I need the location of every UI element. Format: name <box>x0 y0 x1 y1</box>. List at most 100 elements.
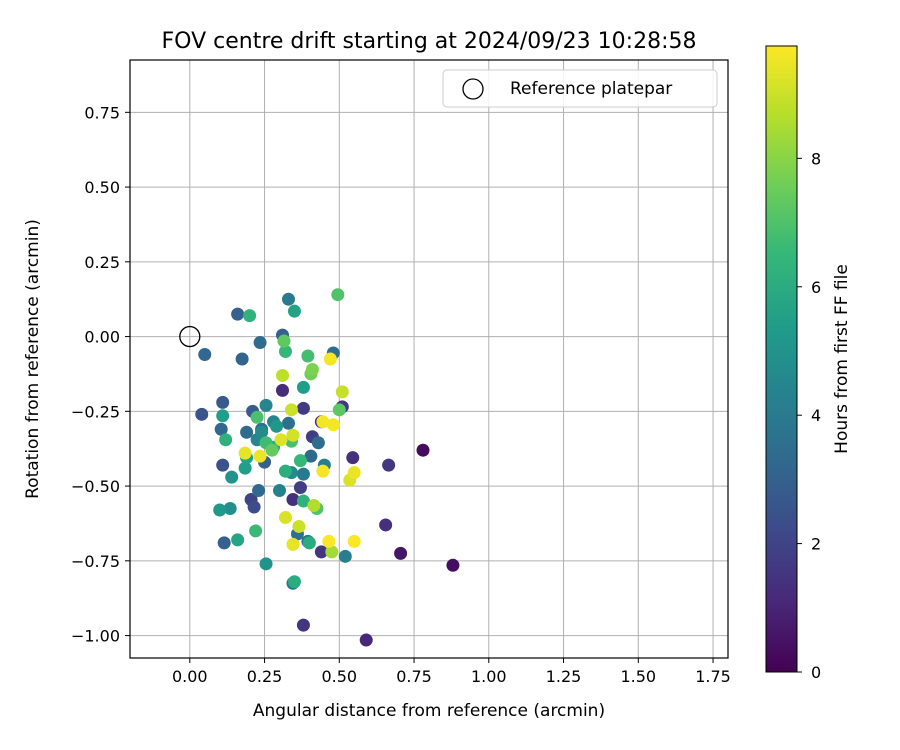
data-point <box>238 446 252 460</box>
data-point <box>323 352 337 366</box>
data-point <box>316 415 330 429</box>
data-point <box>296 467 310 481</box>
x-axis-ticks: 0.00 0.25 0.50 0.75 1.00 1.25 1.50 1.75 <box>172 658 731 686</box>
data-point <box>195 407 209 421</box>
chart-title: FOV centre drift starting at 2024/09/23 … <box>162 29 697 54</box>
y-tick-label: −1.00 <box>71 627 120 646</box>
data-point <box>394 546 408 560</box>
legend-marker-icon <box>462 78 484 100</box>
data-point <box>287 575 301 589</box>
data-point <box>293 454 307 468</box>
data-point <box>316 464 330 478</box>
colorbar-gradient <box>765 45 798 673</box>
x-tick-label: 0.25 <box>247 667 283 686</box>
data-point <box>281 416 295 430</box>
data-point <box>331 288 345 302</box>
data-point <box>259 557 273 571</box>
data-point <box>278 345 292 359</box>
data-point <box>253 336 267 350</box>
data-point <box>213 503 227 517</box>
data-point <box>338 549 352 563</box>
y-tick-label: 0.50 <box>84 178 120 197</box>
data-point <box>278 510 292 524</box>
data-point <box>250 410 264 424</box>
data-point <box>302 536 316 550</box>
data-point <box>275 368 289 382</box>
data-point <box>293 481 307 495</box>
legend-entry-label: Reference platepar <box>510 79 672 99</box>
data-point <box>382 458 396 472</box>
colorbar-tick-label: 6 <box>811 278 821 297</box>
x-tick-label: 1.00 <box>471 667 507 686</box>
data-point <box>216 409 230 423</box>
data-point <box>223 502 237 515</box>
y-tick-label: 0.75 <box>84 103 120 122</box>
data-point <box>265 443 279 457</box>
reference-platepar-marker <box>179 325 201 348</box>
data-point <box>275 383 289 397</box>
data-point <box>335 385 349 399</box>
data-point <box>287 304 301 318</box>
x-tick-label: 0.00 <box>172 667 208 686</box>
data-point <box>359 633 373 647</box>
y-tick-label: 0.00 <box>84 328 120 347</box>
colorbar-tick-label: 2 <box>811 535 821 554</box>
data-point <box>281 292 295 306</box>
colorbar-tick-label: 0 <box>811 663 821 682</box>
plot-frame <box>129 59 729 659</box>
x-axis-label: Angular distance from reference (arcmin) <box>253 701 605 721</box>
data-point <box>240 425 254 439</box>
data-point <box>332 403 346 417</box>
x-tick-label: 0.50 <box>321 667 357 686</box>
data-point <box>301 349 315 363</box>
data-point <box>274 433 288 447</box>
data-point <box>304 449 318 463</box>
x-tick-label: 1.75 <box>695 667 731 686</box>
data-point <box>326 418 340 432</box>
data-point <box>347 534 361 548</box>
x-tick-label: 1.25 <box>546 667 582 686</box>
data-point <box>247 500 261 514</box>
data-point <box>446 558 460 572</box>
data-point <box>314 545 328 559</box>
data-point <box>296 618 310 632</box>
data-point <box>238 461 252 475</box>
y-tick-label: −0.75 <box>71 552 120 571</box>
colorbar-tick-label: 8 <box>811 149 821 168</box>
data-point <box>253 449 267 463</box>
grid <box>130 60 728 658</box>
data-point <box>255 425 269 439</box>
data-point <box>231 533 245 547</box>
x-tick-label: 1.50 <box>620 667 656 686</box>
legend-box <box>442 69 718 108</box>
y-tick-label: −0.50 <box>71 477 120 496</box>
colorbar-ticks: 0 2 4 6 8 <box>797 149 821 682</box>
data-point <box>296 401 310 415</box>
data-point <box>307 499 321 513</box>
data-point <box>243 309 257 323</box>
data-point <box>270 419 284 433</box>
y-axis-label: Rotation from reference (arcmin) <box>23 219 43 499</box>
y-tick-label: −0.25 <box>71 402 120 421</box>
data-point <box>286 537 300 551</box>
data-point <box>259 398 273 412</box>
data-points <box>179 288 460 647</box>
data-point <box>292 519 306 533</box>
data-point <box>325 545 339 559</box>
data-point <box>273 484 286 498</box>
data-point <box>214 422 228 436</box>
data-point <box>231 307 245 321</box>
data-point <box>284 403 298 417</box>
data-point <box>216 395 230 409</box>
data-point <box>286 428 300 442</box>
data-point <box>346 451 360 465</box>
data-point <box>379 518 393 532</box>
legend: Reference platepar <box>442 69 718 108</box>
data-point <box>286 493 300 507</box>
y-axis-ticks: 0.75 0.50 0.25 0.00 −0.25 −0.50 −0.75 −1.00 <box>71 103 130 646</box>
data-point <box>416 443 430 457</box>
y-tick-label: 0.25 <box>84 253 120 272</box>
data-point <box>296 494 310 508</box>
data-point <box>249 524 263 538</box>
